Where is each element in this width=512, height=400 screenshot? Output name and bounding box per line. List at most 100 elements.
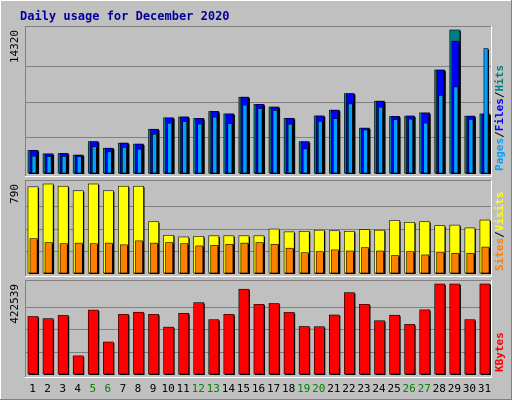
x-tick-label: 26 (403, 382, 416, 395)
bar-sites (285, 247, 294, 274)
bar-kbytes (374, 320, 385, 375)
bar-kbytes (313, 326, 325, 375)
x-tick-label: 29 (448, 382, 461, 395)
bar-sites (315, 251, 324, 274)
bar-pages (182, 121, 188, 174)
bar-kbytes (268, 303, 280, 375)
bar-sites (300, 252, 309, 274)
bar-pages (197, 123, 203, 174)
bar-pages (272, 110, 278, 174)
bar-kbytes (27, 316, 39, 375)
bar-sites (406, 251, 414, 274)
bar-kbytes (253, 304, 265, 375)
bar-pages (378, 106, 383, 174)
x-tick-label: 9 (150, 382, 157, 395)
bar-sites (225, 243, 234, 274)
bar-sites (421, 254, 430, 274)
bar-pages (61, 156, 67, 174)
x-tick-label: 5 (89, 382, 96, 395)
x-tick-label: 15 (237, 382, 250, 395)
bar-pages (408, 118, 413, 174)
x-tick-label: 25 (387, 382, 400, 395)
bar-sites (44, 242, 53, 274)
bar-kbytes (479, 283, 491, 375)
bar-pages (423, 122, 429, 174)
x-tick-label: 19 (297, 382, 310, 395)
bar-sites (89, 243, 98, 274)
bar-kbytes (87, 309, 99, 375)
bar-sites (361, 247, 369, 274)
legend-entry: / (493, 231, 506, 238)
bar-sites (195, 245, 204, 274)
bar-kbytes (148, 314, 159, 375)
bar-pages (393, 119, 398, 174)
x-tick-label: 22 (342, 382, 355, 395)
bar-sites (270, 243, 279, 274)
bar-pages (287, 123, 293, 174)
bar-sites (59, 243, 68, 274)
bar-pages (91, 146, 97, 174)
bar-sites (165, 242, 173, 274)
bar-sites (210, 245, 219, 274)
bar-pages (483, 48, 489, 174)
x-tick-label: 7 (120, 382, 127, 395)
bar-sites (436, 251, 445, 274)
bar-kbytes (298, 326, 310, 375)
x-tick-label: 13 (207, 382, 220, 395)
bar-pages (122, 147, 127, 174)
x-tick-label: 2 (44, 382, 51, 395)
legend-entry: / (493, 131, 506, 138)
bar-kbytes (133, 311, 144, 375)
bar-sites (466, 252, 475, 274)
x-tick-label: 12 (192, 382, 205, 395)
bar-kbytes (163, 326, 174, 375)
bar-kbytes (404, 324, 415, 375)
bar-sites (346, 250, 354, 274)
bar-kbytes (344, 292, 355, 375)
bar-sites (240, 242, 249, 274)
bar-sites (150, 242, 158, 274)
x-tick-label: 4 (74, 382, 81, 395)
panel-kbytes: 422539 KBytes (8, 280, 506, 378)
panel-visits-max-label: 790 (8, 184, 21, 204)
bar-sites (180, 243, 189, 274)
bar-sites (451, 252, 460, 274)
bar-sites (330, 249, 339, 274)
x-tick-label: 3 (59, 382, 66, 395)
legend-entry: Hits (493, 65, 506, 92)
x-tick-label: 23 (357, 382, 370, 395)
bar-pages (438, 95, 444, 174)
x-tick-label: 6 (105, 382, 112, 395)
bar-sites (481, 246, 490, 274)
bar-sites (255, 242, 264, 274)
bar-kbytes (389, 314, 400, 375)
bar-sites (29, 238, 38, 274)
bar-pages (348, 103, 353, 174)
bar-kbytes (223, 314, 235, 375)
bar-kbytes (464, 319, 476, 375)
bar-pages (46, 156, 52, 174)
bar-pages (137, 148, 142, 174)
bar-kbytes (103, 341, 114, 375)
x-tick-label: 20 (312, 382, 325, 395)
bar-kbytes (419, 309, 431, 375)
bar-pages (152, 133, 157, 174)
x-tick-label: 18 (282, 382, 295, 395)
bar-kbytes (208, 319, 220, 375)
bar-kbytes (42, 318, 54, 375)
legend-entry: Pages (493, 138, 506, 171)
bar-pages (242, 104, 248, 174)
legend-entry: Sites (493, 238, 506, 271)
bar-pages (31, 155, 37, 174)
bar-kbytes (449, 283, 461, 375)
x-tick-label: 8 (135, 382, 142, 395)
x-tick-label: 31 (478, 382, 491, 395)
x-tick-label: 28 (433, 382, 446, 395)
bar-kbytes (118, 314, 129, 375)
bar-pages (212, 116, 218, 174)
panel-visits-legend: Sites/Visits (493, 192, 506, 272)
chart-panels: 14320Pages/Files/Hits790Sites/Visits4225… (8, 26, 506, 378)
x-tick-label: 1 (29, 382, 36, 395)
